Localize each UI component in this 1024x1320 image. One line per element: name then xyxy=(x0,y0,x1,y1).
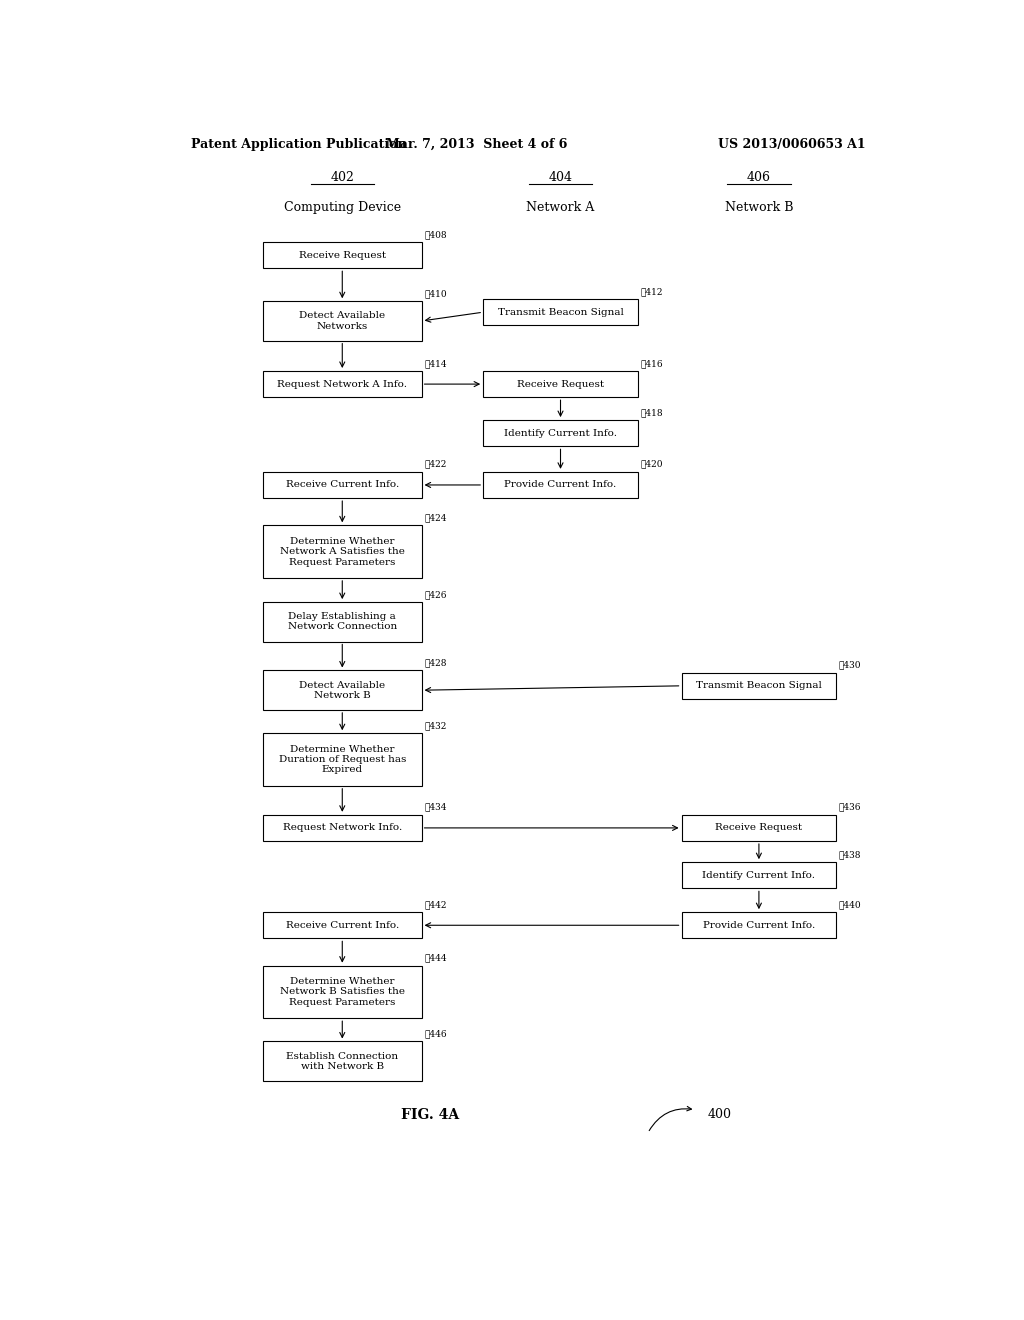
FancyBboxPatch shape xyxy=(263,671,422,710)
Text: Receive Request: Receive Request xyxy=(299,251,386,260)
Text: Transmit Beacon Signal: Transmit Beacon Signal xyxy=(498,308,624,317)
Text: Request Network A Info.: Request Network A Info. xyxy=(278,380,408,388)
Text: Delay Establishing a
Network Connection: Delay Establishing a Network Connection xyxy=(288,612,397,631)
Text: Receive Current Info.: Receive Current Info. xyxy=(286,921,399,929)
Text: 402: 402 xyxy=(331,170,354,183)
Text: Provide Current Info.: Provide Current Info. xyxy=(702,921,815,929)
Text: Detect Available
Network B: Detect Available Network B xyxy=(299,681,385,700)
FancyBboxPatch shape xyxy=(483,420,638,446)
FancyBboxPatch shape xyxy=(263,912,422,939)
Text: 406: 406 xyxy=(746,170,771,183)
FancyBboxPatch shape xyxy=(263,471,422,498)
FancyBboxPatch shape xyxy=(263,1041,422,1081)
Text: ⌟446: ⌟446 xyxy=(424,1030,446,1039)
FancyBboxPatch shape xyxy=(682,814,837,841)
Text: ⌟420: ⌟420 xyxy=(640,459,663,469)
FancyBboxPatch shape xyxy=(263,371,422,397)
FancyBboxPatch shape xyxy=(263,733,422,785)
FancyBboxPatch shape xyxy=(682,862,837,888)
Text: Determine Whether
Duration of Request has
Expired: Determine Whether Duration of Request ha… xyxy=(279,744,406,775)
Text: ⌟414: ⌟414 xyxy=(424,359,446,368)
Text: ⌟410: ⌟410 xyxy=(424,289,446,298)
Text: Receive Current Info.: Receive Current Info. xyxy=(286,480,399,490)
Text: ⌟430: ⌟430 xyxy=(839,660,861,669)
FancyBboxPatch shape xyxy=(263,814,422,841)
Text: ⌟428: ⌟428 xyxy=(424,659,446,668)
Text: ⌟412: ⌟412 xyxy=(640,286,663,296)
Text: ⌟436: ⌟436 xyxy=(839,803,861,812)
FancyBboxPatch shape xyxy=(682,673,837,700)
FancyBboxPatch shape xyxy=(483,300,638,325)
Text: Patent Application Publication: Patent Application Publication xyxy=(191,139,407,150)
Text: ⌟434: ⌟434 xyxy=(424,803,446,812)
Text: FIG. 4A: FIG. 4A xyxy=(400,1107,459,1122)
Text: Mar. 7, 2013  Sheet 4 of 6: Mar. 7, 2013 Sheet 4 of 6 xyxy=(386,139,568,150)
Text: ⌟416: ⌟416 xyxy=(640,359,663,368)
Text: Receive Request: Receive Request xyxy=(517,380,604,388)
Text: Establish Connection
with Network B: Establish Connection with Network B xyxy=(287,1052,398,1071)
Text: Transmit Beacon Signal: Transmit Beacon Signal xyxy=(696,681,822,690)
Text: Determine Whether
Network A Satisfies the
Request Parameters: Determine Whether Network A Satisfies th… xyxy=(280,537,404,566)
Text: 400: 400 xyxy=(708,1109,731,1121)
Text: ⌟424: ⌟424 xyxy=(424,513,446,523)
Text: ⌟426: ⌟426 xyxy=(424,590,446,599)
Text: ⌟440: ⌟440 xyxy=(839,900,861,909)
Text: Detect Available
Networks: Detect Available Networks xyxy=(299,312,385,330)
Text: Network B: Network B xyxy=(725,201,794,214)
Text: ⌟432: ⌟432 xyxy=(424,721,446,730)
Text: Network A: Network A xyxy=(526,201,595,214)
Text: ⌟408: ⌟408 xyxy=(424,230,446,239)
FancyBboxPatch shape xyxy=(263,301,422,341)
Text: 404: 404 xyxy=(549,170,572,183)
Text: Identify Current Info.: Identify Current Info. xyxy=(702,871,815,879)
FancyBboxPatch shape xyxy=(263,966,422,1018)
Text: ⌟438: ⌟438 xyxy=(839,850,861,859)
Text: Receive Request: Receive Request xyxy=(716,824,803,833)
FancyBboxPatch shape xyxy=(263,242,422,268)
Text: ⌟444: ⌟444 xyxy=(424,953,446,962)
FancyBboxPatch shape xyxy=(263,525,422,578)
FancyBboxPatch shape xyxy=(682,912,837,939)
Text: ⌟418: ⌟418 xyxy=(640,408,663,417)
Text: US 2013/0060653 A1: US 2013/0060653 A1 xyxy=(719,139,866,150)
Text: Request Network Info.: Request Network Info. xyxy=(283,824,401,833)
FancyBboxPatch shape xyxy=(263,602,422,642)
Text: Determine Whether
Network B Satisfies the
Request Parameters: Determine Whether Network B Satisfies th… xyxy=(280,977,404,1007)
Text: Provide Current Info.: Provide Current Info. xyxy=(505,480,616,490)
Text: ⌟422: ⌟422 xyxy=(424,459,446,469)
FancyBboxPatch shape xyxy=(483,471,638,498)
Text: Identify Current Info.: Identify Current Info. xyxy=(504,429,617,438)
Text: Computing Device: Computing Device xyxy=(284,201,400,214)
Text: ⌟442: ⌟442 xyxy=(424,900,446,909)
FancyBboxPatch shape xyxy=(483,371,638,397)
